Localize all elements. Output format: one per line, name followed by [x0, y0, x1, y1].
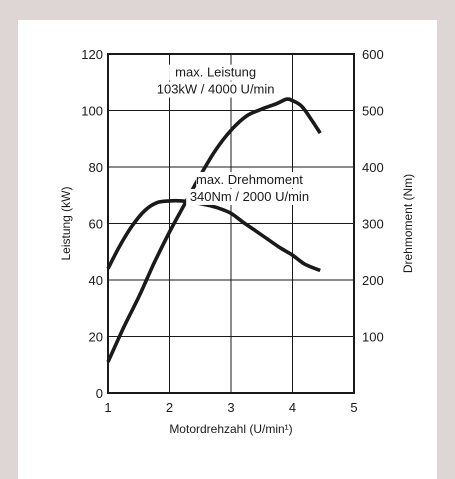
- annotations: max. Leistung 103kW / 4000 U/min max. Dreh…: [152, 64, 313, 205]
- left-tick-label: 60: [89, 217, 103, 232]
- left-tick-label: 120: [81, 47, 103, 62]
- x-tick-label: 1: [104, 400, 111, 415]
- power-curve: [106, 97, 322, 363]
- left-tick-label: 20: [89, 330, 103, 345]
- tick-labels: 1 2 3 4 5 0 20 40 60 80 100 120 100 200 300 400 500 600: [81, 47, 383, 415]
- right-tick-label: 600: [362, 47, 384, 62]
- right-tick-label: 300: [362, 217, 384, 232]
- max-power-annotation: max. Leistung: [175, 65, 256, 80]
- left-axis-title: Leistung (kW): [59, 186, 73, 260]
- max-torque-annotation: max. Drehmoment: [196, 172, 303, 187]
- x-axis-title: Motordrehzahl (U/min¹): [169, 422, 292, 436]
- annotation-backdrop: [152, 81, 279, 98]
- left-tick-label: 100: [81, 104, 103, 119]
- annotation-backdrop: [169, 64, 263, 81]
- x-tick-label: 2: [166, 400, 173, 415]
- series-group: [106, 97, 322, 363]
- max-torque-annotation: 340Nm / 2000 U/min: [190, 189, 309, 204]
- engine-performance-chart: 1 2 3 4 5 0 20 40 60 80 100 120 100 200 300 400 500 600 M…: [59, 47, 415, 436]
- x-tick-label: 4: [289, 400, 296, 415]
- left-tick-label: 40: [89, 273, 103, 288]
- right-tick-label: 400: [362, 160, 384, 175]
- grid: [107, 53, 355, 394]
- left-tick-label: 0: [96, 386, 103, 401]
- x-tick-label: 5: [350, 400, 357, 415]
- right-tick-label: 200: [362, 273, 384, 288]
- chart-panel: 1 2 3 4 5 0 20 40 60 80 100 120 100 200 300 400 500 600 M…: [18, 20, 437, 479]
- right-tick-label: 100: [362, 330, 384, 345]
- right-axis-title: Drehmoment (Nm): [401, 174, 415, 273]
- plot-border: [107, 53, 355, 394]
- max-power-annotation: 103kW / 4000 U/min: [157, 82, 275, 97]
- annotation-backdrop: [196, 171, 303, 188]
- annotation-backdrop: [186, 188, 313, 205]
- left-tick-label: 80: [89, 160, 103, 175]
- right-tick-label: 500: [362, 104, 384, 119]
- x-tick-label: 3: [227, 400, 234, 415]
- torque-curve: [106, 198, 321, 273]
